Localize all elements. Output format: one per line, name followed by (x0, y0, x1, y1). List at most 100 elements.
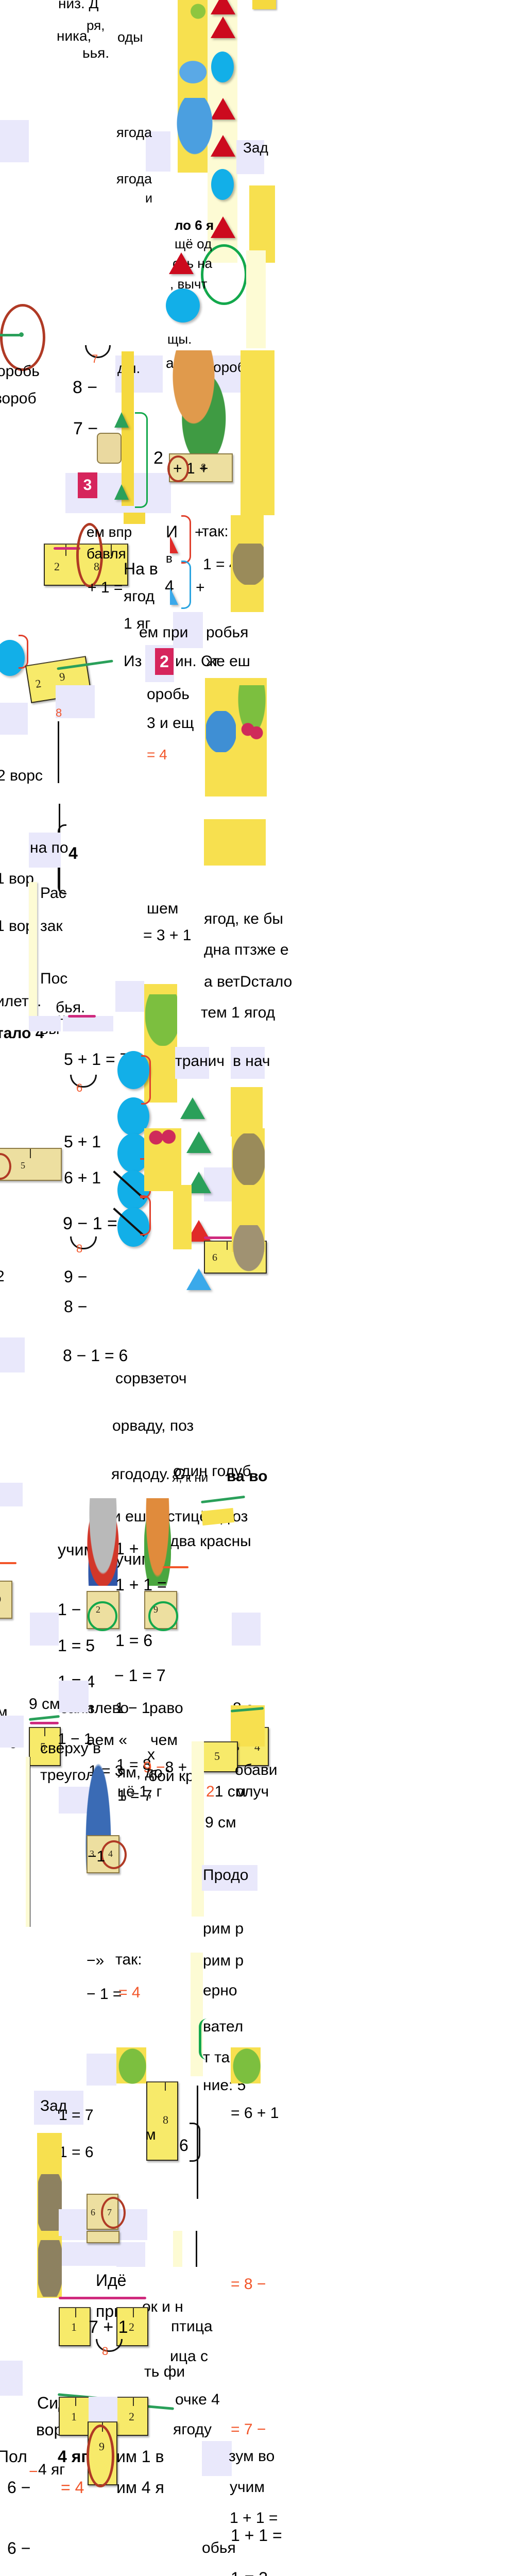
text-fragment: вател (203, 2018, 244, 2035)
text-fragment: бья. (56, 999, 85, 1016)
operator: + (196, 579, 205, 596)
bird-illustration (233, 1225, 265, 1272)
slide-strip-yellow (204, 819, 266, 866)
highlight-block (231, 1047, 265, 1079)
red-brace (181, 515, 191, 564)
equation-fragment: 9 − (64, 1267, 88, 1286)
text-fragment: ягод (124, 588, 155, 605)
equation-fragment: 1 = 5 (58, 1636, 95, 1655)
triangle-red-icon (211, 16, 235, 38)
text-fragment: ть фи (144, 2363, 185, 2380)
vertical-rule (197, 2086, 198, 2199)
slide-edge-strip (191, 1953, 203, 2076)
highlight-block (59, 2242, 119, 2266)
text-fragment: ьья. (82, 45, 110, 61)
ruler-label: 10 (0, 1594, 1, 1605)
green-rule-line (0, 334, 21, 336)
triangle-red-icon (211, 98, 235, 120)
equation-fragment: 8 − (73, 378, 98, 397)
text-fragment: злево (88, 1700, 129, 1717)
text-fragment: на по (30, 839, 68, 856)
text-fragment: ря, (87, 18, 105, 33)
text-fragment: щё од (175, 236, 212, 251)
bird-illustration (177, 98, 213, 155)
text-fragment: в нач (233, 1053, 270, 1070)
text-fragment: обави (235, 1761, 278, 1778)
equation-fragment: 1 = 7 (117, 1787, 152, 1804)
text-fragment: бой кр (148, 1768, 194, 1785)
ruler-label: 8 (163, 2113, 168, 2126)
number-line-ruler: 10 (0, 1581, 12, 1619)
ruler-label: 8 (201, 462, 206, 473)
text-fragment: один голуб (173, 1463, 251, 1480)
pink-rule-line (59, 2297, 146, 2299)
text-fragment: ем впр (87, 524, 132, 540)
text-fragment: м (145, 2126, 156, 2143)
text-fragment: тем 1 ягод (201, 1004, 276, 1021)
equation-fragment: 1 + 1 = (231, 2526, 282, 2545)
dark-red-circle-ring (101, 1840, 127, 1869)
equation-fragment: − 1 = (87, 1986, 122, 2003)
shape-panel (246, 250, 266, 348)
dark-red-circle-ring (167, 455, 189, 482)
equation-fragment: 1 + 1 = (115, 1575, 167, 1594)
text-fragment: 2 ворс (0, 767, 43, 784)
highlight-block (0, 703, 28, 735)
equation-fragment: = 6 + 1 (231, 2105, 279, 2122)
highlight-block (29, 1016, 61, 1031)
text-fragment: ягода (116, 125, 152, 140)
text-fragment: ерно (203, 1982, 237, 1999)
text-fragment: щы. (167, 331, 192, 347)
text-fragment: 9 см (29, 1696, 60, 1713)
answer-number: 8 (56, 706, 62, 719)
equation-fragment: = 3 + 1 (143, 927, 192, 944)
leaf-illustration (178, 0, 212, 33)
text-fragment: орваду, поз (112, 1417, 194, 1434)
cherries-illustration (235, 685, 266, 742)
equation-fragment: 6 − (7, 2478, 31, 2497)
text-fragment: Пол (0, 2447, 27, 2466)
text-fragment: обья (202, 2539, 236, 2556)
ruler-label: 2 (54, 560, 60, 573)
number-label: 2 (153, 448, 163, 468)
text-fragment: чем (150, 1732, 178, 1749)
text-fragment: −» (87, 1952, 105, 1969)
green-oval-ring (201, 244, 247, 305)
squirrel-illustration (171, 350, 228, 453)
text-fragment: ягоду (173, 2421, 212, 2438)
triangle-red-icon (170, 536, 178, 553)
slide-strip-yellow (249, 185, 275, 263)
answer-equation: = 4 (147, 747, 167, 762)
vertical-rule (196, 2231, 197, 2267)
red-brace (19, 635, 28, 669)
number-line-ruler: 2 (116, 2397, 148, 2436)
answer-equation: = 7 − (231, 2421, 266, 2438)
text-fragment: оробь (147, 686, 190, 703)
text-fragment: 3 и ещ (147, 715, 194, 732)
number-label: 2 (0, 1268, 5, 1285)
blue-brace (181, 561, 191, 609)
text-fragment: ям, до (117, 1764, 163, 1781)
pink-rule-line (68, 1015, 96, 1018)
highlight-block (0, 1716, 24, 1748)
highlight-block (146, 131, 170, 172)
highlight-block (116, 2242, 145, 2267)
triangle-green-icon (114, 412, 129, 428)
highlight-block (0, 1483, 23, 1506)
highlight-block (63, 1016, 113, 1031)
equation-fragment: = 4 (118, 1984, 141, 2001)
equation-fragment: 6 + 1 (64, 1168, 101, 1187)
pink-rule-line (30, 1722, 59, 1724)
text-fragment: робья (206, 624, 249, 641)
slide-strip-yellow (231, 1705, 265, 1747)
triangle-blue-icon (170, 587, 178, 605)
highlight-block (232, 1613, 261, 1646)
highlight-block (29, 833, 61, 868)
text-fragment: сверху в (40, 1740, 101, 1757)
text-fragment: зум во (229, 2448, 275, 2465)
text-fragment: сорвзеточ (115, 1370, 187, 1387)
text-fragment: ем при (139, 624, 188, 641)
number-label: 6 (179, 2136, 188, 2155)
text-fragment: Рас (40, 885, 66, 902)
